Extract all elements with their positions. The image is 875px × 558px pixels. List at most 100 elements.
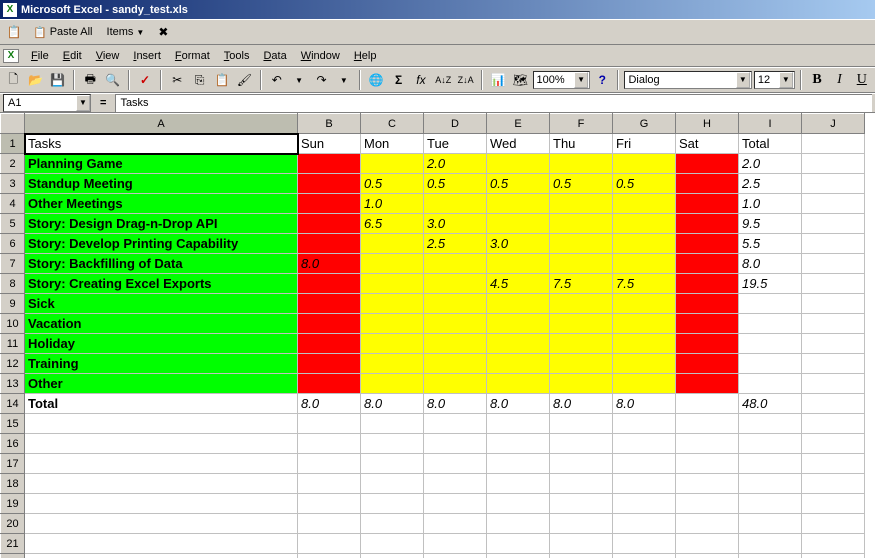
cell-A14[interactable]: Total <box>25 394 298 414</box>
cell-A16[interactable] <box>25 434 298 454</box>
cell-J12[interactable] <box>802 354 865 374</box>
cell-I1[interactable]: Total <box>739 134 802 154</box>
row-header-8[interactable]: 8 <box>1 274 25 294</box>
zoom-combo[interactable]: 100% ▼ <box>533 71 591 89</box>
sort-desc-icon[interactable]: Z↓A <box>455 69 475 91</box>
cell-I12[interactable] <box>739 354 802 374</box>
cell-F2[interactable] <box>550 154 613 174</box>
underline-button[interactable]: U <box>852 69 872 91</box>
cell-H2[interactable] <box>676 154 739 174</box>
cell-D6[interactable]: 2.5 <box>424 234 487 254</box>
cell-I7[interactable]: 8.0 <box>739 254 802 274</box>
cell-A19[interactable] <box>25 494 298 514</box>
cell-H17[interactable] <box>676 454 739 474</box>
cell-E3[interactable]: 0.5 <box>487 174 550 194</box>
row-header-17[interactable]: 17 <box>1 454 25 474</box>
cell-C19[interactable] <box>361 494 424 514</box>
cell-A10[interactable]: Vacation <box>25 314 298 334</box>
col-header-C[interactable]: C <box>361 114 424 134</box>
copy-icon[interactable]: ⎘ <box>190 69 210 91</box>
cell-J19[interactable] <box>802 494 865 514</box>
col-header-F[interactable]: F <box>550 114 613 134</box>
cell-D3[interactable]: 0.5 <box>424 174 487 194</box>
cell-I4[interactable]: 1.0 <box>739 194 802 214</box>
cell-C18[interactable] <box>361 474 424 494</box>
cell-G12[interactable] <box>613 354 676 374</box>
cell-H20[interactable] <box>676 514 739 534</box>
cell-E20[interactable] <box>487 514 550 534</box>
cell-D16[interactable] <box>424 434 487 454</box>
cell-G4[interactable] <box>613 194 676 214</box>
menu-file[interactable]: File <box>24 48 56 64</box>
row-header-20[interactable]: 20 <box>1 514 25 534</box>
row-header-9[interactable]: 9 <box>1 294 25 314</box>
cell-G17[interactable] <box>613 454 676 474</box>
menu-insert[interactable]: Insert <box>126 48 168 64</box>
cell-J9[interactable] <box>802 294 865 314</box>
spreadsheet[interactable]: ABCDEFGHIJ1TasksSunMonTueWedThuFriSatTot… <box>0 113 875 558</box>
cell-I13[interactable] <box>739 374 802 394</box>
cell-G20[interactable] <box>613 514 676 534</box>
cell-A1[interactable]: Tasks <box>25 134 298 154</box>
print-icon[interactable]: 🖶 <box>80 69 100 91</box>
cell-D13[interactable] <box>424 374 487 394</box>
cell-E17[interactable] <box>487 454 550 474</box>
map-icon[interactable]: 🗺 <box>510 69 530 91</box>
row-header-5[interactable]: 5 <box>1 214 25 234</box>
cell-G19[interactable] <box>613 494 676 514</box>
cell-D19[interactable] <box>424 494 487 514</box>
col-header-D[interactable]: D <box>424 114 487 134</box>
cell-D11[interactable] <box>424 334 487 354</box>
cell-D7[interactable] <box>424 254 487 274</box>
cell-B4[interactable] <box>298 194 361 214</box>
col-header-G[interactable]: G <box>613 114 676 134</box>
row-header-18[interactable]: 18 <box>1 474 25 494</box>
cell-E4[interactable] <box>487 194 550 214</box>
cell-G5[interactable] <box>613 214 676 234</box>
row-header-12[interactable]: 12 <box>1 354 25 374</box>
cell-A2[interactable]: Planning Game <box>25 154 298 174</box>
cell-F4[interactable] <box>550 194 613 214</box>
row-header-21[interactable]: 21 <box>1 534 25 554</box>
cell-A7[interactable]: Story: Backfilling of Data <box>25 254 298 274</box>
cell-H7[interactable] <box>676 254 739 274</box>
cell-C12[interactable] <box>361 354 424 374</box>
cell-J21[interactable] <box>802 534 865 554</box>
cell-G6[interactable] <box>613 234 676 254</box>
cell-C11[interactable] <box>361 334 424 354</box>
cell-F10[interactable] <box>550 314 613 334</box>
cell-I15[interactable] <box>739 414 802 434</box>
cell-B8[interactable] <box>298 274 361 294</box>
cell-H5[interactable] <box>676 214 739 234</box>
cell-A18[interactable] <box>25 474 298 494</box>
cell-J7[interactable] <box>802 254 865 274</box>
cell-G14[interactable]: 8.0 <box>613 394 676 414</box>
cell-J22[interactable] <box>802 554 865 558</box>
cell-D4[interactable] <box>424 194 487 214</box>
cell-F12[interactable] <box>550 354 613 374</box>
cell-J13[interactable] <box>802 374 865 394</box>
row-header-13[interactable]: 13 <box>1 374 25 394</box>
row-header-22[interactable]: 22 <box>1 554 25 558</box>
cell-I18[interactable] <box>739 474 802 494</box>
formula-equals-icon[interactable]: = <box>97 97 109 109</box>
cell-G21[interactable] <box>613 534 676 554</box>
cell-C17[interactable] <box>361 454 424 474</box>
cell-I8[interactable]: 19.5 <box>739 274 802 294</box>
cell-A9[interactable]: Sick <box>25 294 298 314</box>
undo-icon[interactable]: ↶ <box>267 69 287 91</box>
cell-C20[interactable] <box>361 514 424 534</box>
cell-I11[interactable] <box>739 334 802 354</box>
cell-E8[interactable]: 4.5 <box>487 274 550 294</box>
cell-F16[interactable] <box>550 434 613 454</box>
cell-H11[interactable] <box>676 334 739 354</box>
cell-D1[interactable]: Tue <box>424 134 487 154</box>
cell-B10[interactable] <box>298 314 361 334</box>
cell-A20[interactable] <box>25 514 298 534</box>
cell-A11[interactable]: Holiday <box>25 334 298 354</box>
cell-E6[interactable]: 3.0 <box>487 234 550 254</box>
spellcheck-icon[interactable]: ✓ <box>135 69 155 91</box>
cell-D12[interactable] <box>424 354 487 374</box>
cell-I14[interactable]: 48.0 <box>739 394 802 414</box>
cell-F20[interactable] <box>550 514 613 534</box>
